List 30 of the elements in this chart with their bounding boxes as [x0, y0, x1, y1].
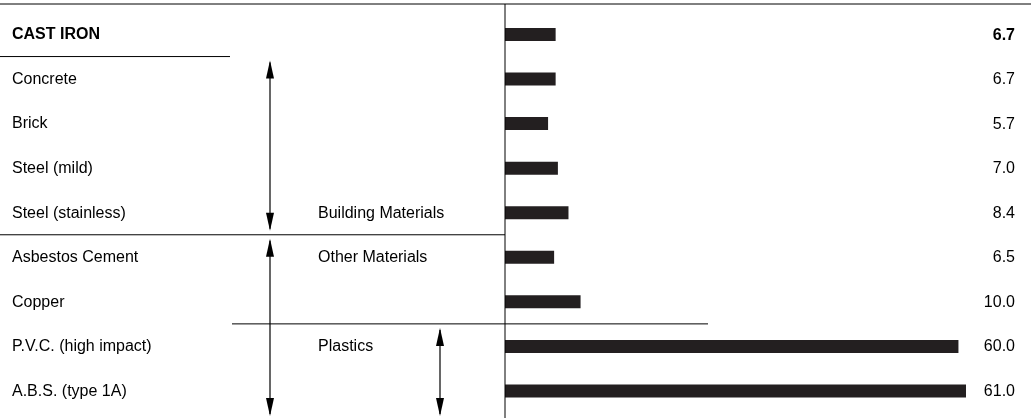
y-tick-label: P.V.C. (high impact) — [12, 337, 152, 355]
bar — [505, 295, 581, 309]
text: Plastics — [318, 337, 374, 355]
y-tick-label: Brick — [12, 114, 49, 132]
y-tick-label: Steel (stainless) — [12, 203, 126, 221]
y-tick-label: Concrete — [12, 69, 78, 87]
y-tick-label: Asbestos Cement — [12, 248, 139, 266]
bar — [505, 206, 569, 220]
data-label: 6.7 — [992, 70, 1016, 88]
bar — [505, 384, 966, 398]
bar — [505, 339, 959, 353]
data-label: 5.7 — [992, 114, 1016, 132]
bar — [505, 117, 549, 131]
text: Building Materials — [318, 203, 445, 221]
bar — [505, 161, 558, 175]
y-tick-label: Copper — [12, 292, 66, 310]
data-label: 6.5 — [992, 248, 1016, 266]
data-label: 10.0 — [983, 292, 1016, 310]
y-tick-label: CAST IRON — [12, 25, 100, 43]
bar — [505, 250, 555, 264]
data-label: 60.0 — [983, 337, 1016, 355]
bar — [505, 28, 556, 41]
text: Other Materials — [318, 248, 428, 266]
data-label: 61.0 — [983, 381, 1016, 399]
data-label: 7.0 — [992, 159, 1016, 177]
data-label: 6.7 — [992, 25, 1016, 43]
y-tick-label: A.B.S. (type 1A) — [12, 381, 127, 399]
y-tick-label: Steel (mild) — [12, 158, 93, 176]
data-label: 8.4 — [992, 203, 1016, 221]
bar — [505, 72, 556, 86]
